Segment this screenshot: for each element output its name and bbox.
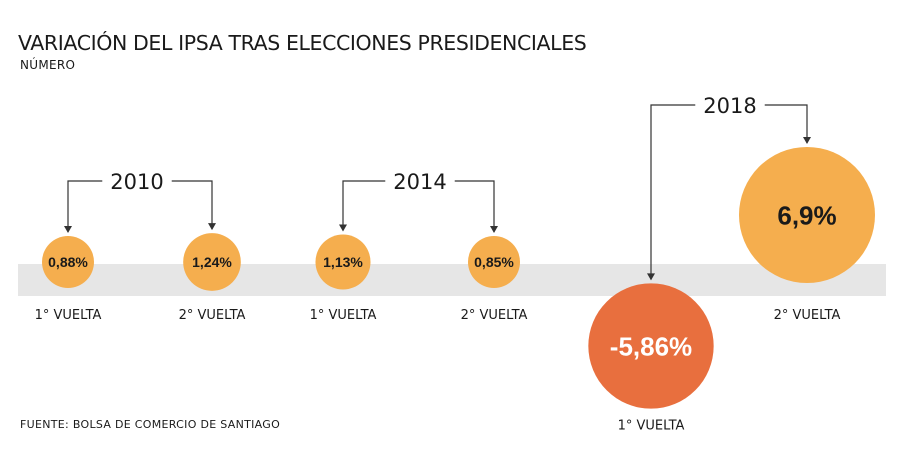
- value-label: 6,9%: [777, 200, 836, 230]
- chart-subtitle: NÚMERO: [20, 58, 76, 72]
- year-label-backdrop: [385, 170, 455, 194]
- value-label: 1,24%: [192, 254, 232, 270]
- value-label: -5,86%: [610, 331, 692, 361]
- round-label: 2° VUELTA: [461, 308, 528, 323]
- source-note: FUENTE: BOLSA DE COMERCIO DE SANTIAGO: [20, 418, 281, 431]
- year-label: 2010: [110, 170, 163, 194]
- round-label: 1° VUELTA: [310, 308, 377, 323]
- arrow-head: [490, 226, 498, 233]
- arrow-head: [339, 224, 347, 232]
- chart-title: VARIACIÓN DEL IPSA TRAS ELECCIONES PRESI…: [18, 31, 587, 55]
- round-label: 2° VUELTA: [774, 308, 841, 323]
- year-label-backdrop: [102, 170, 172, 194]
- bubble: [183, 233, 241, 291]
- bubble: [739, 147, 875, 283]
- round-label: 1° VUELTA: [618, 419, 685, 434]
- round-label: 1° VUELTA: [35, 308, 102, 323]
- value-label: 1,13%: [323, 254, 363, 270]
- bubble: [468, 236, 520, 288]
- bubble: [315, 234, 371, 290]
- value-label: 0,85%: [474, 254, 514, 270]
- year-label-backdrop: [695, 94, 765, 118]
- arrow-head: [647, 273, 655, 281]
- bubble: [588, 283, 714, 409]
- arrow-head: [64, 226, 72, 233]
- year-label: 2018: [703, 94, 756, 118]
- arrow-head: [803, 137, 811, 144]
- year-label: 2014: [393, 170, 446, 194]
- arrow-head: [208, 223, 216, 231]
- round-label: 2° VUELTA: [179, 308, 246, 323]
- bubble: [42, 236, 94, 288]
- baseline-band: [18, 264, 886, 296]
- value-label: 0,88%: [48, 254, 88, 270]
